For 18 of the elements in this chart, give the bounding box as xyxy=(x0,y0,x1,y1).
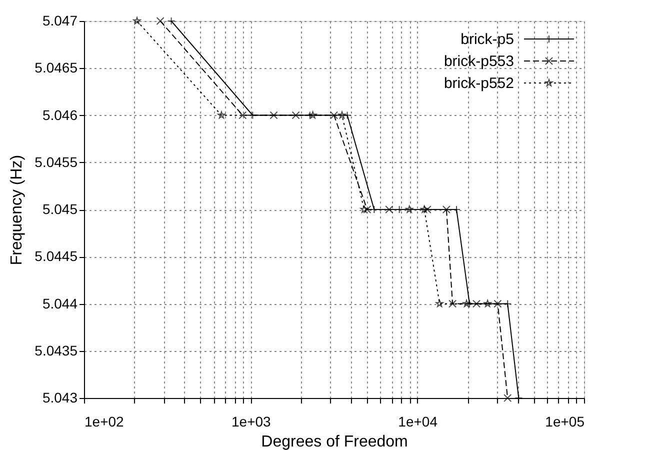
y-axis-title: Frequency (Hz) xyxy=(8,154,26,266)
y-tick-label: 5.044 xyxy=(42,295,78,312)
x-tick-label: 1e+02 xyxy=(84,414,124,430)
y-tick-label: 5.043 xyxy=(42,390,78,406)
y-tick-label: 5.0455 xyxy=(34,154,78,170)
x-tick-label: 1e+03 xyxy=(232,414,272,430)
y-tick-label: 5.045 xyxy=(42,201,78,217)
legend-label: brick-p552 xyxy=(444,75,514,92)
legend-label: brick-p5 xyxy=(460,31,514,48)
y-tick-label: 5.046 xyxy=(42,106,78,123)
x-axis-title: Degrees of Freedom xyxy=(261,434,408,450)
legend-label: brick-p553 xyxy=(444,53,514,70)
y-tick-label: 5.0445 xyxy=(34,248,78,264)
y-tick-label: 5.0435 xyxy=(34,342,78,358)
y-tick-label: 5.0465 xyxy=(34,60,78,76)
x-tick-label: 1e+04 xyxy=(398,414,438,430)
y-tick-label: 5.047 xyxy=(42,12,78,28)
x-tick-label: 1e+05 xyxy=(545,414,585,430)
